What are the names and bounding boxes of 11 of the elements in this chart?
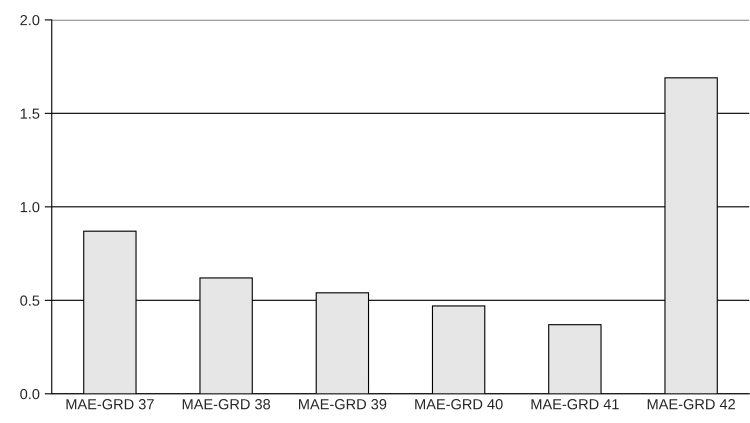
x-tick-label: MAE-GRD 38 <box>182 399 270 410</box>
x-tick-label: MAE-GRD 37 <box>66 399 154 410</box>
y-tick-label: 0.5 <box>20 295 40 306</box>
x-tick-label: MAE-GRD 40 <box>415 399 503 410</box>
x-tick-label: MAE-GRD 41 <box>532 399 619 410</box>
y-tick-label: 2.0 <box>20 14 40 26</box>
x-tick-label: MAE-GRD 39 <box>299 399 386 410</box>
y-tick-label: 0.0 <box>20 388 40 400</box>
x-tick-label: MAE-GRD 42 <box>648 399 735 410</box>
y-tick-label: 1.5 <box>20 108 40 119</box>
y-tick-label: 1.0 <box>20 202 40 212</box>
